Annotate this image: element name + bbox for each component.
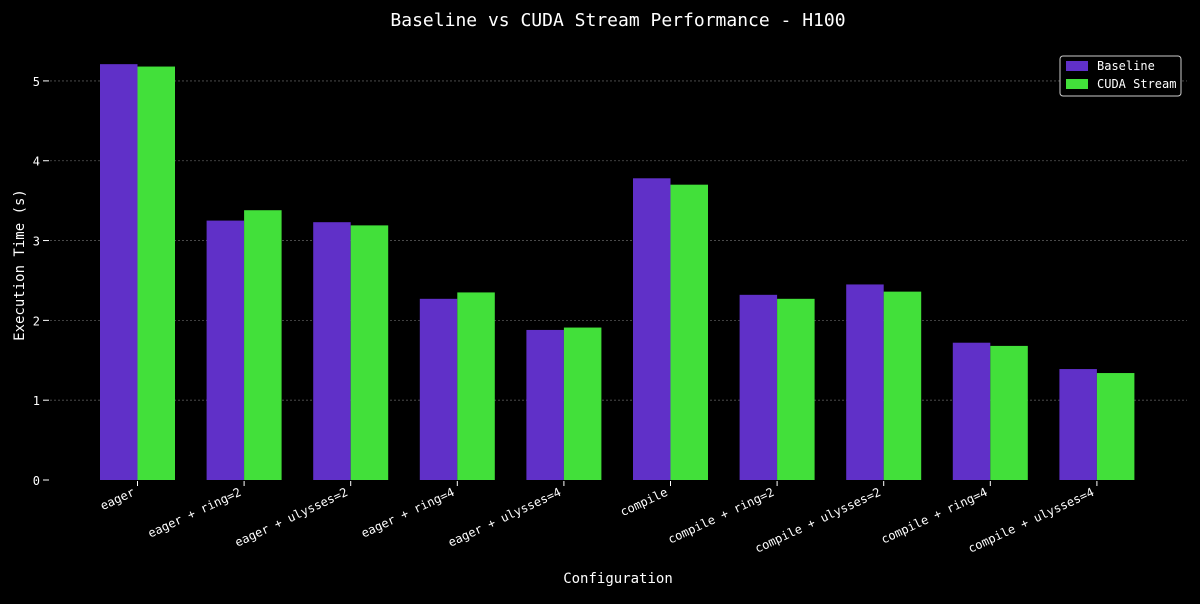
bar-cuda-stream: [137, 66, 175, 480]
bar-baseline: [313, 222, 351, 480]
legend: Baseline CUDA Stream: [1059, 55, 1182, 97]
bar-baseline: [526, 329, 564, 480]
bar-cuda-stream: [883, 291, 922, 480]
bar-cuda-stream: [670, 184, 708, 480]
legend-box: [1059, 55, 1182, 97]
legend-label-baseline: Baseline: [1097, 59, 1155, 73]
x-tick-label: compile: [618, 485, 670, 519]
x-tick-label: eager: [98, 485, 137, 513]
bar-cuda-stream: [990, 345, 1028, 480]
bar-baseline: [100, 64, 138, 481]
legend-label-cuda-stream: CUDA Stream: [1097, 77, 1176, 91]
bar-cuda-stream: [244, 210, 282, 480]
bars-layer: [100, 64, 1135, 481]
y-tick-label: 3: [33, 235, 40, 249]
y-axis-label: Execution Time (s): [12, 189, 28, 341]
x-tick-label: eager + ulysses=2: [233, 485, 350, 550]
y-tick-label: 0: [33, 474, 40, 488]
x-axis-label: Configuration: [563, 571, 673, 587]
bar-baseline: [952, 342, 991, 480]
bar-baseline: [206, 220, 245, 481]
x-tick-label: eager + ring=2: [146, 485, 244, 540]
bar-cuda-stream: [457, 292, 495, 480]
x-tick-label: compile + ring=2: [666, 485, 777, 547]
x-tick-label: compile + ring=4: [879, 485, 990, 547]
bar-baseline: [846, 284, 884, 480]
x-tick-label: eager + ulysses=4: [446, 485, 563, 550]
x-tick-label: eager + ring=4: [359, 485, 457, 540]
bar-cuda-stream: [563, 327, 602, 480]
bar-cuda-stream: [1096, 373, 1135, 480]
y-tick-label: 2: [33, 314, 40, 328]
bar-baseline: [739, 294, 778, 480]
chart-title: Baseline vs CUDA Stream Performance - H1…: [390, 10, 845, 31]
bar-cuda-stream: [350, 225, 389, 480]
y-axis: 0 1 2 3 4 5: [33, 75, 49, 488]
bar-baseline: [1059, 369, 1097, 480]
y-tick-label: 4: [33, 155, 40, 169]
y-tick-label: 1: [33, 394, 40, 408]
legend-swatch-baseline: [1066, 61, 1088, 71]
y-tick-label: 5: [33, 75, 40, 89]
bar-baseline: [419, 298, 458, 480]
legend-swatch-cuda-stream: [1066, 79, 1088, 89]
bar-baseline: [633, 178, 671, 480]
bar-cuda-stream: [777, 298, 815, 480]
